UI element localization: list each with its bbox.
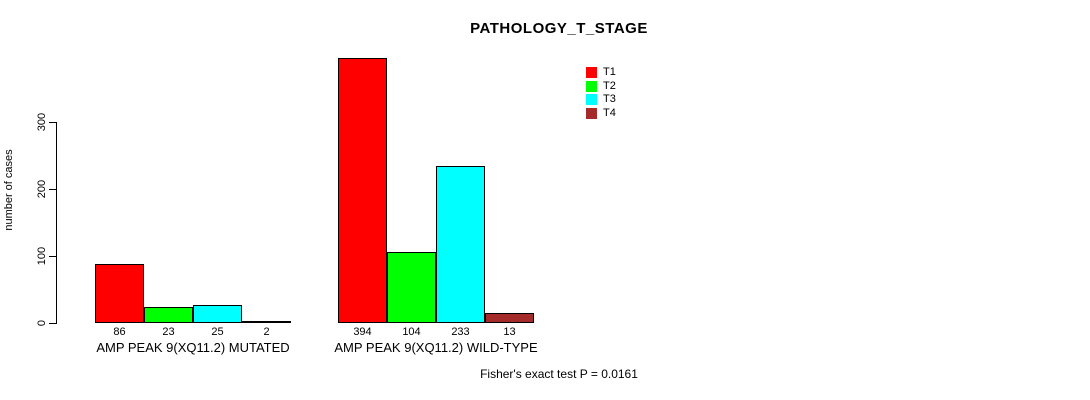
bar xyxy=(193,305,242,323)
group-label: AMP PEAK 9(XQ11.2) MUTATED xyxy=(96,340,290,355)
y-tick-label: 100 xyxy=(36,246,48,266)
y-axis-line xyxy=(56,122,57,324)
fisher-test-note: Fisher's exact test P = 0.0161 xyxy=(480,367,638,381)
y-tick-label: 0 xyxy=(36,319,48,327)
y-tick xyxy=(49,189,56,190)
bar-value-label: 25 xyxy=(211,326,224,338)
y-tick-label: 200 xyxy=(36,179,48,199)
y-tick xyxy=(49,122,56,123)
bar xyxy=(338,58,387,323)
y-tick-label: 300 xyxy=(36,112,48,132)
legend-swatch xyxy=(586,81,597,92)
bar-value-label: 86 xyxy=(113,326,126,338)
bar xyxy=(144,307,193,323)
bar xyxy=(436,166,485,323)
group-label: AMP PEAK 9(XQ11.2) WILD-TYPE xyxy=(334,340,538,355)
bar xyxy=(387,252,436,323)
bar-value-label: 233 xyxy=(451,326,470,338)
bar xyxy=(95,264,144,323)
bar-value-label: 23 xyxy=(162,326,175,338)
bar-value-label: 13 xyxy=(503,326,516,338)
legend-label: T3 xyxy=(603,93,616,105)
y-axis-title: number of cases xyxy=(3,149,15,231)
legend-swatch xyxy=(586,108,597,119)
y-tick xyxy=(49,256,56,257)
chart-title: PATHOLOGY_T_STAGE xyxy=(470,20,648,37)
bar xyxy=(242,321,291,323)
bar-value-label: 2 xyxy=(263,326,270,338)
legend-swatch xyxy=(586,94,597,105)
legend-label: T1 xyxy=(603,66,616,78)
bar-value-label: 104 xyxy=(402,326,421,338)
bar-value-label: 394 xyxy=(353,326,372,338)
bar xyxy=(485,313,534,323)
legend-label: T2 xyxy=(603,80,616,92)
legend-label: T4 xyxy=(603,107,616,119)
y-tick xyxy=(49,323,56,324)
legend-swatch xyxy=(586,67,597,78)
